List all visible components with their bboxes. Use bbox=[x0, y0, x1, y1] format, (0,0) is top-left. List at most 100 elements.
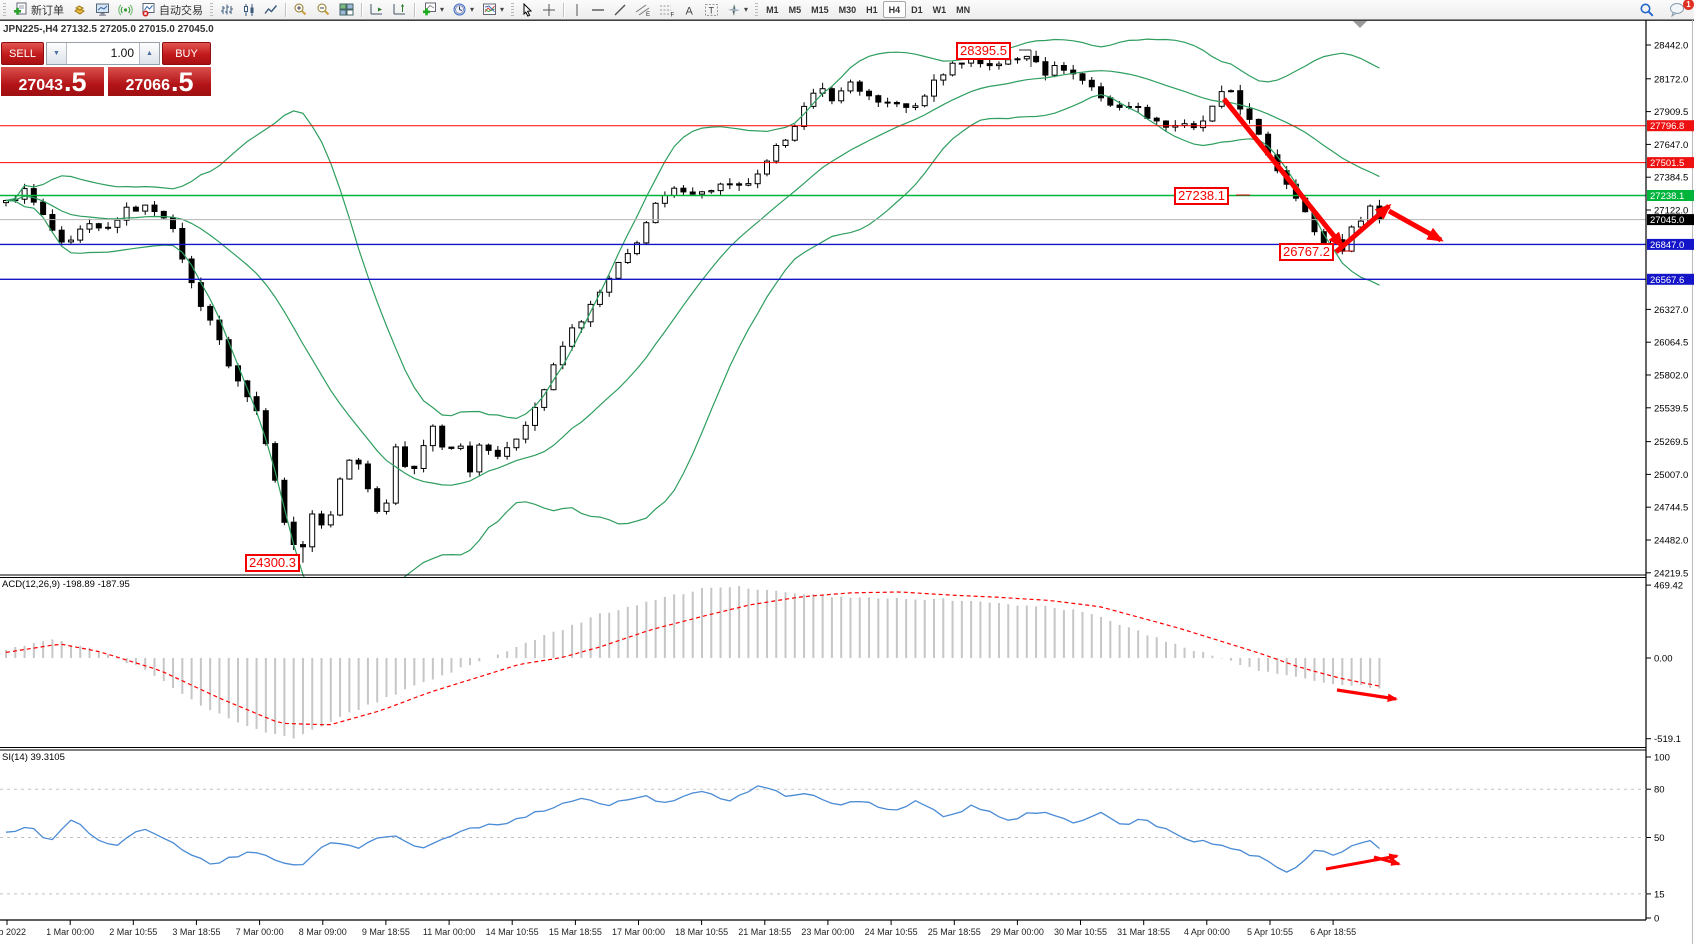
price-annotation[interactable]: 24300.3 bbox=[245, 554, 300, 572]
periods-button[interactable]: ▾ bbox=[448, 0, 478, 19]
zoom-out-button[interactable] bbox=[312, 0, 335, 19]
zoom-in-button[interactable] bbox=[289, 0, 312, 19]
chat-button[interactable]: 1 bbox=[1665, 0, 1694, 19]
volume-decrease-button[interactable]: ▼ bbox=[47, 43, 67, 64]
indicators-button[interactable]: ▾ bbox=[418, 0, 448, 19]
toolbar-grip[interactable] bbox=[755, 3, 759, 16]
sell-button[interactable]: SELL bbox=[1, 42, 44, 65]
signals-button[interactable] bbox=[114, 0, 137, 19]
date-label: 30 Mar 10:55 bbox=[1054, 927, 1108, 937]
search-button[interactable] bbox=[1635, 0, 1659, 19]
trend-arrows[interactable] bbox=[1222, 97, 1444, 871]
date-label: 5 Apr 10:55 bbox=[1246, 927, 1294, 937]
crosshair-button[interactable] bbox=[538, 0, 560, 19]
history-center-button[interactable] bbox=[68, 0, 91, 19]
buy-button[interactable]: BUY bbox=[162, 42, 211, 65]
horizontal-line-button[interactable] bbox=[587, 0, 609, 19]
arrows-caret-icon: ▾ bbox=[744, 4, 749, 14]
svg-text:27122.0: 27122.0 bbox=[1654, 206, 1688, 217]
price-annotation[interactable]: 26767.2 bbox=[1279, 243, 1334, 261]
candle-chart-button[interactable] bbox=[238, 0, 260, 19]
timeframe-h1[interactable]: H1 bbox=[866, 4, 878, 15]
text-button[interactable]: A bbox=[679, 0, 700, 19]
price-annotation[interactable]: 28395.5 bbox=[956, 42, 1011, 60]
timeframe-d1[interactable]: D1 bbox=[911, 4, 923, 15]
timeframe-m1[interactable]: M1 bbox=[766, 4, 779, 15]
volume-increase-button[interactable]: ▲ bbox=[139, 43, 159, 64]
one-click-trading-panel: SELL ▼ 1.00 ▲ BUY 27043 .5 27066 .5 bbox=[1, 42, 211, 96]
trendline-button[interactable] bbox=[609, 0, 631, 19]
svg-text:27796.8: 27796.8 bbox=[1650, 121, 1684, 132]
line-chart-button[interactable] bbox=[260, 0, 282, 19]
equidistant-channel-button[interactable]: E bbox=[631, 0, 655, 19]
fibonacci-button[interactable]: F bbox=[655, 0, 679, 19]
arrows-tool-button[interactable]: ▾ bbox=[723, 0, 752, 19]
svg-text:E: E bbox=[646, 12, 650, 17]
svg-text:25802.0: 25802.0 bbox=[1654, 371, 1688, 382]
horizontal-level-lines[interactable] bbox=[0, 125, 1646, 280]
text-label-icon: T bbox=[705, 3, 719, 16]
price-badge bbox=[1647, 214, 1694, 226]
price-annotation[interactable]: 27238.1 bbox=[1174, 187, 1229, 205]
buy-price-display[interactable]: 27066 .5 bbox=[108, 67, 211, 96]
svg-text:80: 80 bbox=[1654, 785, 1665, 796]
price-badge bbox=[1647, 120, 1694, 132]
sell-price-display[interactable]: 27043 .5 bbox=[1, 67, 104, 96]
window-splitter-icon[interactable] bbox=[1353, 21, 1367, 28]
autotrading-button[interactable]: 自动交易 bbox=[137, 0, 207, 19]
toolbar-grip[interactable] bbox=[3, 3, 6, 16]
buy-price-main: 27066 bbox=[125, 77, 170, 94]
date-label: 7 Mar 00:00 bbox=[235, 927, 284, 937]
svg-text:0: 0 bbox=[1654, 914, 1659, 925]
bar-chart-icon bbox=[221, 4, 233, 14]
cursor-button[interactable] bbox=[517, 0, 538, 19]
bar-chart-button[interactable] bbox=[216, 0, 238, 19]
chart-shift-button[interactable] bbox=[388, 0, 411, 19]
svg-text:26847.0: 26847.0 bbox=[1650, 240, 1684, 251]
text-label-button[interactable]: T bbox=[700, 0, 723, 19]
price-badge bbox=[1647, 190, 1694, 201]
vertical-line-button[interactable] bbox=[567, 0, 587, 19]
timeframe-w1[interactable]: W1 bbox=[932, 4, 947, 15]
timeframe-h4[interactable]: H4 bbox=[882, 1, 907, 18]
chat-badge: 1 bbox=[1683, 0, 1694, 10]
timeframe-m30[interactable]: M30 bbox=[838, 4, 857, 15]
buy-price-frac: .5 bbox=[170, 67, 194, 98]
new-order-button[interactable]: 新订单 bbox=[9, 0, 68, 19]
toolbar-grip[interactable] bbox=[511, 3, 515, 16]
market-watch-button[interactable] bbox=[91, 0, 114, 19]
price-badge bbox=[1647, 273, 1694, 285]
rsi-axis[interactable]: 100 80 50 15 0 bbox=[1646, 753, 1670, 925]
bollinger-bands bbox=[5, 38, 1380, 577]
rsi-label: SI(14) 39.3105 bbox=[2, 752, 65, 763]
candlestick-chart-icon bbox=[244, 3, 254, 16]
svg-text:F: F bbox=[671, 12, 675, 17]
svg-text:27238.1: 27238.1 bbox=[1650, 191, 1684, 202]
horizontal-line-icon bbox=[592, 8, 605, 11]
tile-windows-button[interactable] bbox=[335, 0, 358, 19]
time-axis[interactable]: Feb 2022 1 Mar 00:00 2 Mar 10:55 3 Mar 18:5… bbox=[0, 925, 1694, 943]
toolbar-separator bbox=[414, 2, 415, 17]
svg-text:15: 15 bbox=[1654, 889, 1665, 900]
toolbar-grip[interactable] bbox=[210, 3, 213, 16]
svg-text:27501.5: 27501.5 bbox=[1650, 158, 1684, 169]
svg-text:26064.5: 26064.5 bbox=[1654, 338, 1688, 349]
auto-scroll-button[interactable] bbox=[365, 0, 388, 19]
timeframe-mn[interactable]: MN bbox=[956, 4, 971, 15]
macd-axis[interactable]: 469.42 0.00 -519.1 bbox=[1646, 581, 1683, 746]
templates-button[interactable]: ▾ bbox=[478, 0, 508, 19]
svg-text:25539.5: 25539.5 bbox=[1654, 403, 1688, 414]
zoom-in-icon bbox=[294, 3, 307, 16]
timeframe-m15[interactable]: M15 bbox=[811, 4, 829, 15]
gold-icon bbox=[74, 5, 85, 15]
timeframe-m5[interactable]: M5 bbox=[788, 4, 802, 15]
price-axis[interactable]: 28442.0 28172.0 27909.5 27647.0 27384.5 27122… bbox=[1646, 41, 1694, 580]
time-axis-ticks bbox=[6, 920, 1334, 925]
chart-shift-icon bbox=[393, 4, 405, 15]
cursor-icon bbox=[523, 2, 533, 17]
volume-input[interactable]: 1.00 bbox=[110, 46, 134, 60]
date-label: 11 Mar 00:00 bbox=[422, 927, 476, 937]
macd-indicator bbox=[5, 586, 1381, 739]
